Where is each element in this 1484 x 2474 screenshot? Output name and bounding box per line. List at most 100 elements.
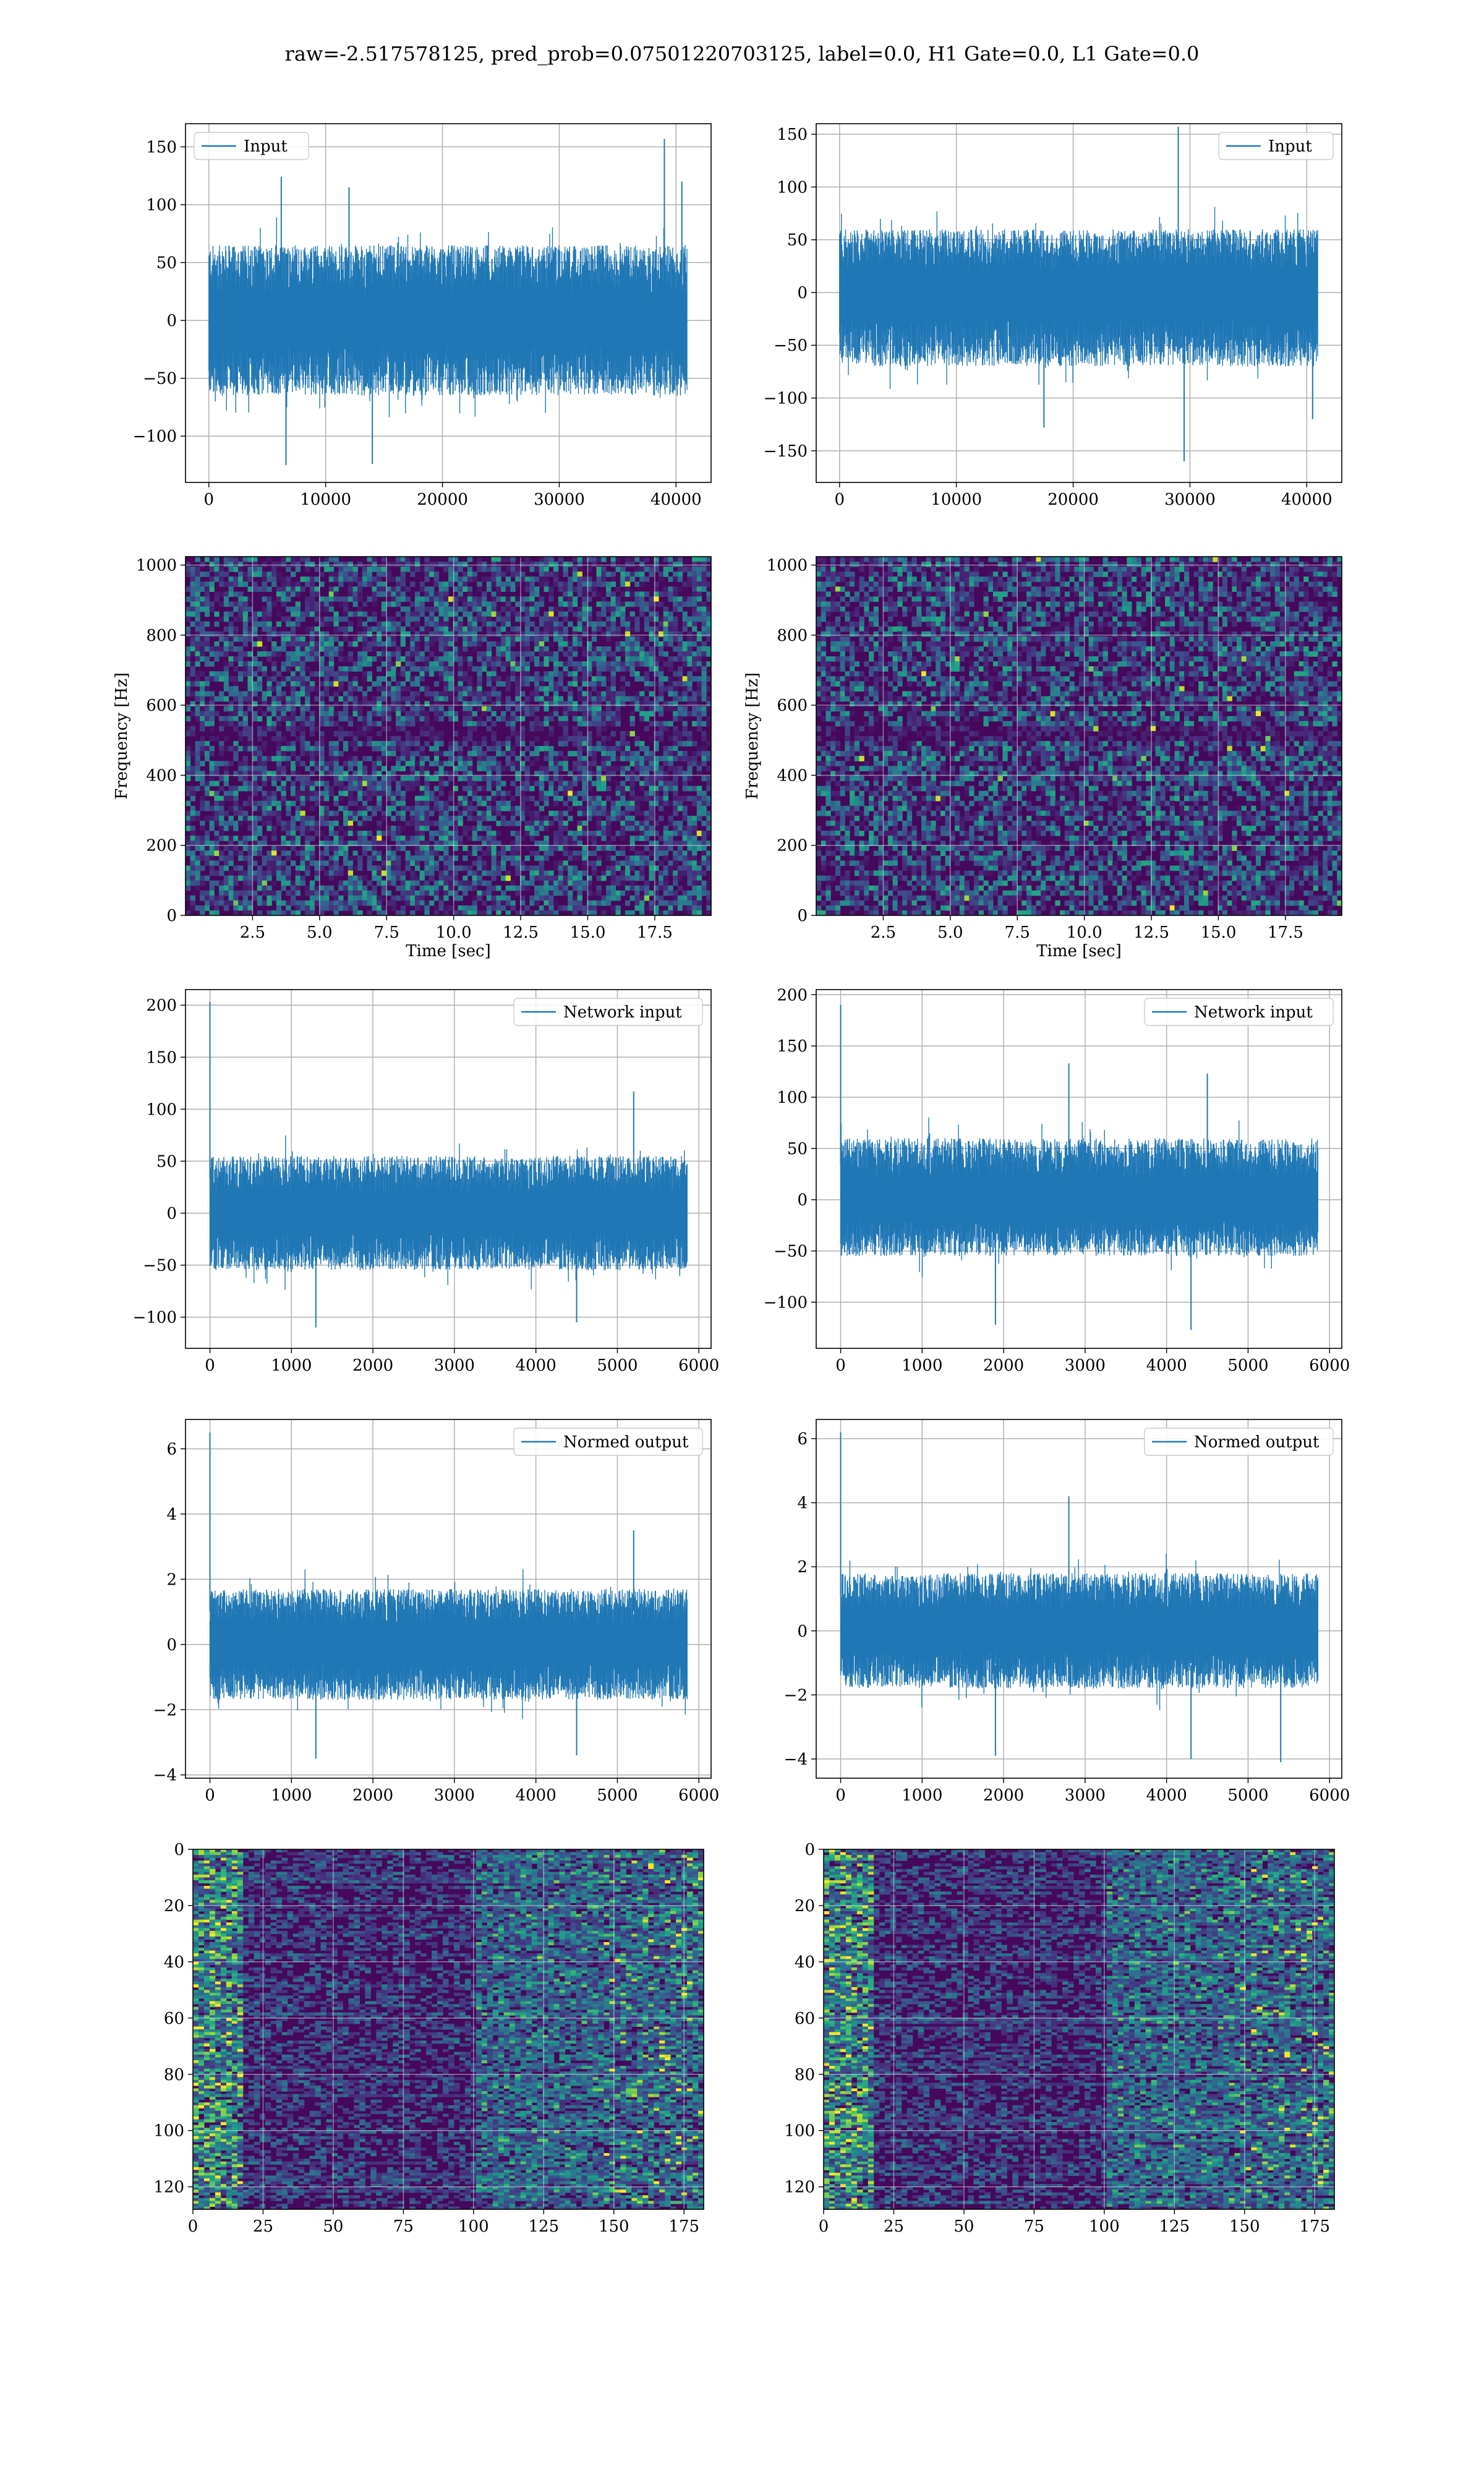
heatmap-cell [247, 730, 253, 737]
heatmap-cell [639, 571, 645, 577]
heatmap-cell [544, 800, 549, 807]
heatmap-cell [414, 841, 420, 846]
heatmap-cell [601, 820, 607, 826]
heatmap-cell [649, 596, 654, 602]
heatmap-cell [338, 766, 344, 771]
heatmap-cell [682, 730, 688, 737]
heatmap-cell [233, 726, 239, 732]
heatmap-cell [300, 666, 305, 672]
heatmap-cell [324, 681, 330, 687]
heatmap-cell [300, 785, 305, 792]
heatmap-cell [247, 860, 253, 867]
heatmap-cell [587, 781, 592, 787]
heatmap-cell [629, 576, 635, 582]
heatmap-cell [305, 795, 310, 802]
heatmap-cell [458, 761, 463, 766]
heatmap-cell [596, 726, 602, 732]
heatmap-cell [291, 781, 296, 787]
heatmap-cell [568, 751, 573, 756]
heatmap-cell [357, 766, 363, 771]
heatmap-cell [438, 671, 444, 677]
heatmap-cell [419, 761, 425, 766]
heatmap-cell [505, 756, 511, 761]
heatmap-cell [443, 820, 449, 826]
heatmap-cell [534, 800, 540, 807]
heatmap-cell [505, 706, 511, 712]
heatmap-cell [419, 581, 425, 587]
heatmap-cell [314, 576, 320, 582]
heatmap-cell [563, 836, 568, 841]
heatmap-cell [400, 681, 406, 687]
heatmap-cell [333, 730, 339, 737]
heatmap-cell [553, 810, 559, 816]
heatmap-cell [687, 761, 693, 766]
heatmap-cell [223, 581, 229, 587]
heatmap-cell [654, 666, 659, 672]
heatmap-cell [491, 855, 497, 861]
heatmap-cell [519, 880, 526, 886]
heatmap-cell [328, 810, 335, 816]
heatmap-cell [529, 785, 535, 792]
heatmap-cell [644, 815, 650, 821]
heatmap-cell [257, 885, 263, 891]
heatmap-cell [677, 875, 683, 881]
heatmap-cell [352, 785, 358, 792]
heatmap-cell [453, 855, 458, 861]
heatmap-cell [463, 766, 468, 771]
heatmap-cell [424, 785, 430, 792]
heatmap-cell [515, 601, 521, 607]
heatmap-cell [319, 701, 325, 707]
heatmap-cell [553, 865, 559, 871]
heatmap-cell [286, 616, 291, 622]
heatmap-cell [214, 845, 220, 851]
heatmap-cell [668, 567, 673, 572]
heatmap-cell [295, 701, 301, 707]
heatmap-cell [534, 781, 540, 787]
heatmap-cell [677, 656, 683, 662]
heatmap-cell [620, 701, 626, 707]
heatmap-cell [348, 691, 353, 697]
heatmap-cell [448, 606, 454, 612]
heatmap-cell [634, 850, 640, 856]
heatmap-cell [396, 726, 401, 732]
heatmap-cell [519, 671, 526, 677]
heatmap-cell [309, 636, 315, 642]
heatmap-cell [501, 741, 506, 747]
heatmap-cell [405, 562, 411, 567]
heatmap-cell [654, 626, 659, 632]
heatmap-cell [367, 711, 372, 717]
heatmap-cell [443, 880, 449, 886]
heatmap-cell [524, 681, 530, 687]
heatmap-cell [563, 651, 568, 657]
heatmap-cell [424, 661, 430, 667]
heatmap-cell [429, 666, 435, 672]
heatmap-cell [539, 576, 545, 582]
heatmap-cell [601, 721, 607, 727]
heatmap-cell [654, 795, 659, 802]
heatmap-cell [262, 562, 267, 567]
heatmap-cell [677, 736, 683, 742]
heatmap-cell [706, 785, 712, 792]
heatmap-cell [610, 681, 616, 687]
heatmap-cell [596, 616, 602, 622]
heatmap-cell [668, 785, 673, 792]
heatmap-cell [615, 875, 621, 881]
heatmap-cell [381, 781, 387, 787]
heatmap-cell [300, 826, 305, 831]
heatmap-cell [190, 636, 195, 642]
heatmap-cell [463, 581, 468, 587]
heatmap-cell [644, 845, 650, 851]
heatmap-cell [276, 611, 282, 617]
heatmap-cell [582, 766, 587, 771]
heatmap-cell [634, 836, 640, 841]
heatmap-cell [491, 656, 497, 662]
heatmap-cell [491, 621, 497, 627]
heatmap-cell [362, 656, 368, 662]
heatmap-cell [286, 716, 291, 722]
heatmap-cell [629, 721, 635, 727]
heatmap-cell [515, 766, 521, 771]
heatmap-cell [286, 850, 291, 856]
heatmap-cell [433, 845, 440, 851]
heatmap-cell [625, 641, 631, 647]
heatmap-cell [615, 741, 621, 747]
